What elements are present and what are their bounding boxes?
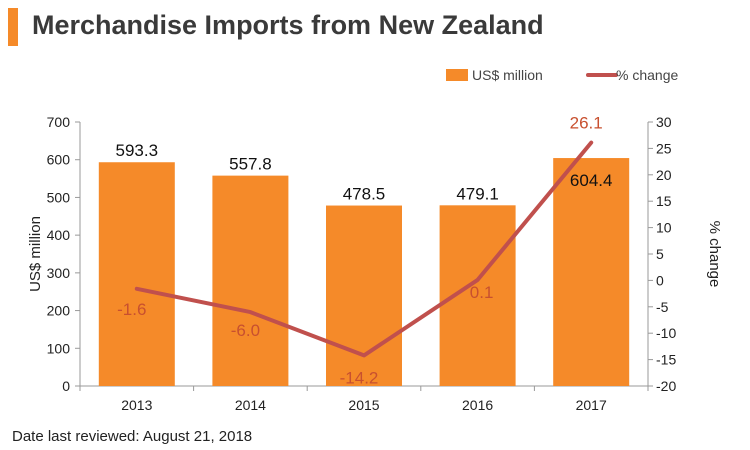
y2-tick-label: -15 bbox=[656, 352, 676, 368]
line-data-label: -1.6 bbox=[117, 300, 146, 319]
legend-swatch-bar bbox=[446, 69, 468, 81]
bar bbox=[553, 158, 630, 386]
bar-data-label: 479.1 bbox=[456, 184, 499, 203]
x-tick-label: 2017 bbox=[576, 397, 607, 413]
y2-tick-label: 10 bbox=[656, 220, 672, 236]
y-tick-label: 200 bbox=[47, 303, 71, 319]
bar-data-label: 593.3 bbox=[116, 141, 159, 160]
y2-tick-label: -10 bbox=[656, 325, 676, 341]
y2-tick-label: 30 bbox=[656, 114, 672, 130]
y-tick-label: 600 bbox=[47, 152, 71, 168]
y2-tick-label: 0 bbox=[656, 272, 664, 288]
chart: 0 100 200 300 400 500 600 700 -20 -15 -10 -5 0 5 10 15 2… bbox=[27, 67, 723, 413]
line-data-label: 26.1 bbox=[570, 114, 603, 133]
line-data-label: 0.1 bbox=[470, 283, 494, 302]
bar-data-label: 604.4 bbox=[570, 171, 613, 190]
y2-tick-label: 25 bbox=[656, 140, 672, 156]
y-tick-label: 700 bbox=[47, 114, 71, 130]
line-data-label: -14.2 bbox=[340, 368, 379, 387]
y-tick-label: 400 bbox=[47, 227, 71, 243]
date-last-reviewed: Date last reviewed: August 21, 2018 bbox=[12, 428, 253, 445]
x-tick-label: 2015 bbox=[348, 397, 379, 413]
y2-tick-label: -5 bbox=[656, 299, 669, 315]
y-tick-label: 100 bbox=[47, 340, 71, 356]
bar bbox=[326, 205, 402, 386]
y2-axis-title: % change bbox=[706, 221, 723, 288]
y-tick-label: 500 bbox=[47, 189, 71, 205]
y-tick-label: 0 bbox=[62, 378, 70, 394]
bar-data-label: 557.8 bbox=[229, 155, 272, 174]
y-tick-label: 300 bbox=[47, 265, 71, 281]
y2-tick-label: 15 bbox=[656, 193, 672, 209]
pct-change-line bbox=[134, 140, 594, 358]
chart-title: Merchandise Imports from New Zealand bbox=[32, 10, 544, 40]
x-tick-label: 2013 bbox=[121, 397, 152, 413]
line-data-label: -6.0 bbox=[231, 321, 260, 340]
legend-label-bar: US$ million bbox=[472, 67, 543, 83]
bar bbox=[98, 162, 175, 386]
bar-data-label: 478.5 bbox=[343, 185, 386, 204]
title-accent-bar bbox=[8, 8, 18, 46]
y2-tick-label: 5 bbox=[656, 246, 664, 262]
x-tick-label: 2016 bbox=[462, 397, 493, 413]
y2-tick-label: -20 bbox=[656, 378, 676, 394]
bar bbox=[212, 175, 289, 386]
y-axis-title: US$ million bbox=[27, 216, 44, 292]
y2-tick-label: 20 bbox=[656, 167, 672, 183]
x-tick-label: 2014 bbox=[235, 397, 266, 413]
legend-label-line: % change bbox=[616, 67, 678, 83]
